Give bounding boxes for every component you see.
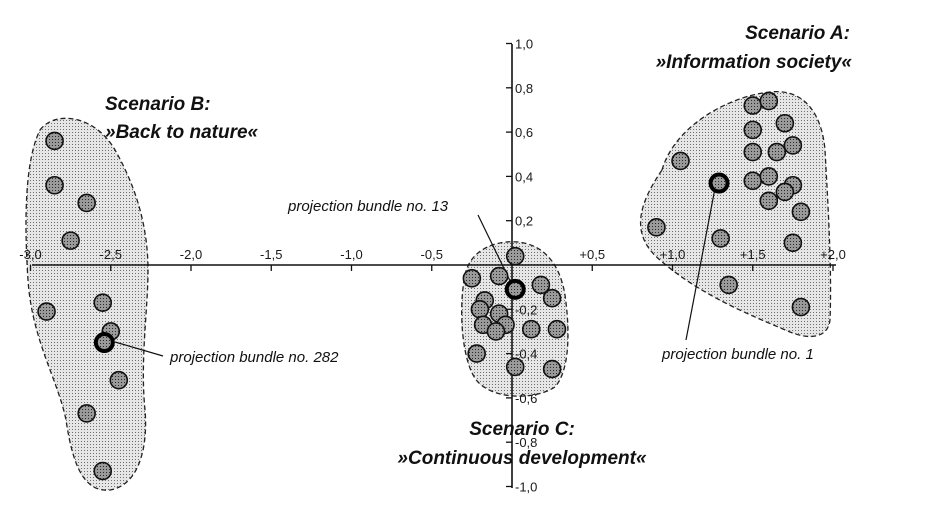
- point-scenario-a-3: [743, 120, 763, 140]
- scenario-c-title: Scenario C:: [469, 419, 575, 440]
- point-scenario-c-11: [521, 319, 541, 339]
- point-scenario-a-14: [647, 218, 666, 237]
- x-tick-label-0: -3,0: [19, 247, 41, 262]
- scenario-b-title: Scenario B:: [105, 94, 211, 115]
- point-scenario-b-9: [93, 461, 113, 481]
- point-scenario-c-1: [489, 266, 509, 286]
- point-scenario-c-15: [542, 359, 562, 379]
- callout-labels: projection bundle no. 1 projection bundl…: [169, 198, 814, 366]
- point-scenario-b-1: [45, 175, 64, 195]
- y-tick-label-4: 0,2: [515, 214, 533, 229]
- point-scenario-a-6: [743, 142, 763, 162]
- x-tick-label-4: -1,0: [340, 247, 362, 262]
- leader-bundle-282: [114, 341, 164, 357]
- point-scenario-a-18: [791, 297, 811, 317]
- point-scenario-c-3: [531, 275, 551, 295]
- point-scenario-c-7: [542, 288, 562, 308]
- y-axis-ticks: 1,0 0,8 0,6 0,4 0,2 -0,2 -0,4 -0,6 -0,8 -1,0: [506, 37, 537, 495]
- point-scenario-a-9: [759, 167, 779, 186]
- x-tick-label-1: -2,5: [100, 247, 122, 262]
- point-scenario-a-5: [783, 136, 803, 155]
- data-points: [37, 91, 811, 481]
- cluster-regions: [25, 91, 832, 491]
- region-scenario-b: [25, 117, 149, 491]
- scenario-b-subtitle: »Back to nature«: [105, 122, 259, 143]
- y-tick-label-8: -0,8: [515, 435, 537, 450]
- axes: -3,0 -2,5 -2,0 -1,5 -1,0 -0,5 +0,5 +1,0 +1,5 +2,0…: [19, 37, 846, 495]
- y-tick-label-1: 0,8: [515, 81, 533, 96]
- scenario-a-title: Scenario A:: [745, 23, 850, 44]
- scenario-c-subtitle: »Continuous development«: [397, 448, 647, 469]
- point-scenario-b-0: [45, 131, 64, 151]
- scenario-a-subtitle: »Information society«: [656, 52, 853, 73]
- point-scenario-c-2: [462, 268, 482, 288]
- y-tick-label-2: 0,6: [515, 125, 533, 140]
- x-tick-label-9: +2,0: [820, 247, 846, 262]
- point-scenario-a-4: [767, 142, 787, 162]
- point-scenario-b-8: [77, 404, 96, 423]
- point-scenario-a-7: [671, 151, 690, 171]
- point-scenario-b-3: [61, 231, 80, 250]
- point-scenario-b-2: [77, 193, 96, 213]
- point-scenario-c-12: [547, 319, 567, 339]
- point-scenario-b-5: [93, 293, 113, 312]
- x-tick-label-5: -0,5: [421, 247, 443, 262]
- y-tick-label-9: -1,0: [515, 480, 537, 495]
- highlight-point-scenario-c: [504, 278, 526, 300]
- point-scenario-a-15: [711, 229, 730, 248]
- x-tick-label-2: -2,0: [180, 247, 202, 262]
- y-tick-label-3: 0,4: [515, 169, 533, 184]
- leader-bundle-1: [685, 182, 717, 341]
- x-axis-ticks: -3,0 -2,5 -2,0 -1,5 -1,0 -0,5 +0,5 +1,0 +1,5 +2,0: [19, 247, 846, 271]
- point-scenario-c-10: [486, 322, 506, 341]
- label-bundle-282: projection bundle no. 282: [169, 349, 339, 366]
- point-scenario-a-0: [743, 96, 763, 115]
- highlight-point-scenario-a: [708, 172, 730, 194]
- label-bundle-1: projection bundle no. 1: [661, 346, 814, 363]
- y-tick-label-0: 1,0: [515, 37, 533, 52]
- cluster-titles: Scenario A: »Information society« Scenar…: [105, 23, 852, 469]
- point-scenario-c-5: [470, 299, 490, 319]
- point-scenario-a-11: [775, 182, 795, 202]
- point-scenario-a-16: [783, 233, 803, 253]
- point-scenario-a-2: [775, 113, 795, 133]
- point-scenario-a-17: [719, 275, 738, 295]
- x-tick-label-8: +1,5: [740, 247, 766, 262]
- point-scenario-a-8: [743, 171, 763, 191]
- point-scenario-c-0: [505, 246, 525, 266]
- point-scenario-c-14: [505, 357, 525, 377]
- point-scenario-a-12: [759, 191, 779, 211]
- label-bundle-13: projection bundle no. 13: [287, 198, 449, 215]
- point-scenario-a-13: [791, 202, 811, 222]
- x-tick-label-3: -1,5: [260, 247, 282, 262]
- y-tick-label-7: -0,6: [515, 391, 537, 406]
- y-tick-label-5: -0,2: [515, 302, 537, 317]
- point-scenario-b-4: [37, 302, 56, 321]
- point-scenario-b-7: [109, 370, 129, 390]
- x-tick-label-6: +0,5: [579, 247, 605, 262]
- y-tick-label-6: -0,4: [515, 347, 537, 362]
- point-scenario-c-13: [467, 344, 486, 363]
- x-tick-label-7: +1,0: [660, 247, 686, 262]
- highlight-point-scenario-b: [93, 332, 115, 354]
- point-scenario-a-1: [759, 91, 779, 111]
